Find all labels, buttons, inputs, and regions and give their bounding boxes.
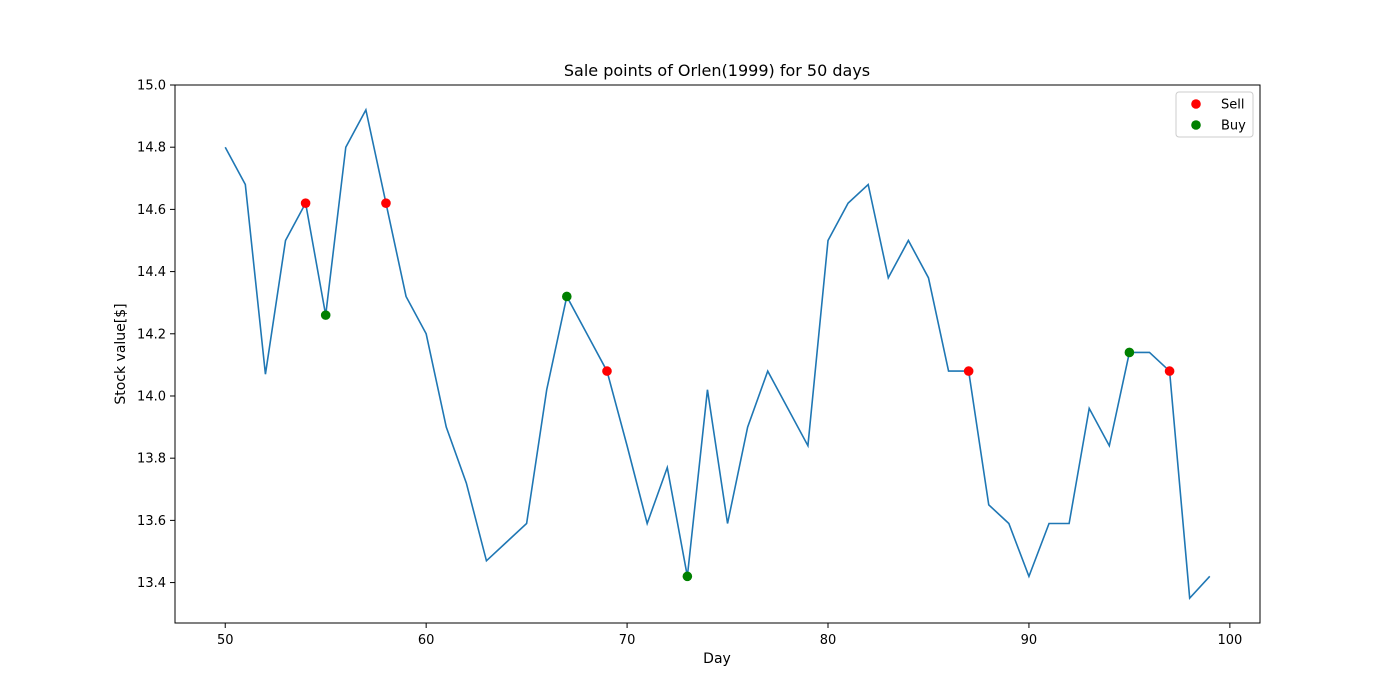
- x-tick-label: 70: [619, 633, 636, 648]
- sell-point: [1164, 366, 1175, 376]
- y-tick-label: 14.2: [137, 327, 166, 342]
- x-tick-label: 100: [1217, 633, 1242, 648]
- buy-point: [1124, 347, 1135, 358]
- legend-marker-sell: [1191, 99, 1201, 109]
- chart-title: Sale points of Orlen(1999) for 50 days: [564, 61, 870, 80]
- x-tick-label: 50: [217, 633, 234, 648]
- legend: Sell Buy: [1175, 91, 1254, 138]
- y-tick-label: 14.6: [137, 203, 166, 218]
- buy-point: [562, 291, 572, 302]
- buy-point: [682, 571, 693, 582]
- plot-frame: [174, 84, 1261, 624]
- y-tick-label: 14.4: [137, 265, 166, 280]
- x-axis: 50 60 70 80 90 100: [217, 623, 1242, 648]
- y-axis-label: Stock value[$]: [113, 303, 129, 404]
- x-tick-label: 80: [820, 633, 837, 648]
- y-tick-label: 15.0: [137, 79, 166, 94]
- y-tick-label: 13.8: [137, 452, 166, 467]
- legend-label-buy: Buy: [1221, 119, 1246, 134]
- y-tick-label: 13.4: [137, 576, 166, 591]
- sell-point: [963, 366, 974, 376]
- plot-area: [224, 107, 1211, 600]
- x-tick-label: 60: [418, 633, 435, 648]
- y-axis: 13.4 13.6 13.8 14.0 14.2 14.4 14.6 14.8 15.0: [137, 79, 175, 591]
- x-axis-label: Day: [703, 651, 731, 667]
- sell-point: [381, 198, 391, 208]
- stock-value-line: [224, 107, 1211, 600]
- x-tick-label: 90: [1021, 633, 1038, 648]
- legend-marker-buy: [1191, 120, 1201, 130]
- sell-point: [300, 198, 311, 208]
- y-tick-label: 13.6: [137, 514, 166, 529]
- y-tick-label: 14.0: [137, 389, 166, 404]
- sell-point: [602, 366, 612, 376]
- legend-label-sell: Sell: [1221, 98, 1244, 113]
- buy-point: [320, 310, 331, 320]
- y-tick-label: 14.8: [137, 141, 166, 156]
